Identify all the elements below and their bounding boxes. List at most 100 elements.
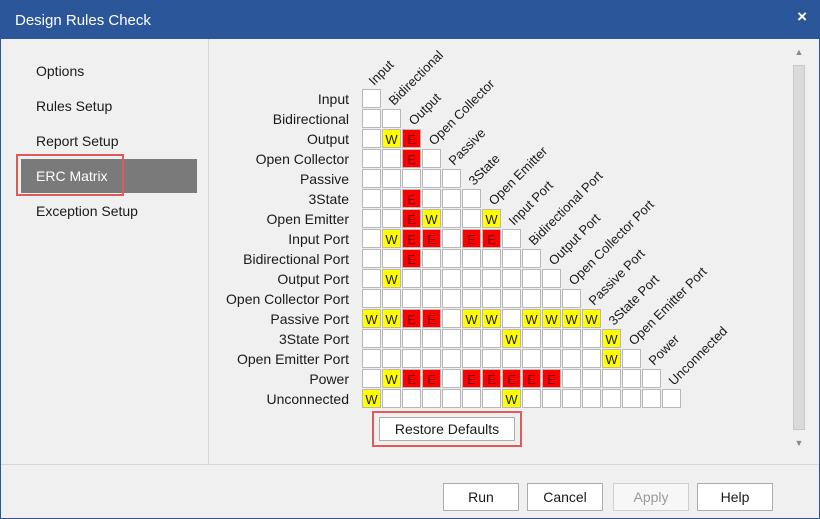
scroll-down-icon[interactable]: ▼	[794, 438, 804, 448]
matrix-cell-output-bidirectional[interactable]	[382, 129, 401, 148]
matrix-cell-power-input[interactable]	[362, 369, 381, 388]
matrix-cell-3state-port-3state[interactable]	[462, 329, 481, 348]
sidebar-item-report-setup[interactable]: Report Setup	[36, 133, 119, 149]
matrix-cell-open-emitter-3state[interactable]	[462, 209, 481, 228]
matrix-cell-input-port-input[interactable]	[362, 229, 381, 248]
matrix-cell-input-port-input-port[interactable]	[502, 229, 521, 248]
matrix-cell-open-emitter-port-open-emitter-port[interactable]	[622, 349, 641, 368]
matrix-cell-open-collector-bidirectional[interactable]	[382, 149, 401, 168]
matrix-cell-unconnected-open-emitter-port[interactable]	[622, 389, 641, 408]
matrix-cell-output-port-input-port[interactable]	[502, 269, 521, 288]
matrix-cell-open-collector-port-bidirectional-port[interactable]	[522, 289, 541, 308]
matrix-cell-unconnected-input-port[interactable]	[502, 389, 521, 408]
matrix-cell-open-collector-port-output-port[interactable]	[542, 289, 561, 308]
matrix-cell-open-collector-port-passive[interactable]	[442, 289, 461, 308]
matrix-cell-passive-open-collector[interactable]	[422, 169, 441, 188]
matrix-cell-bidirectional-port-bidirectional[interactable]	[382, 249, 401, 268]
matrix-cell-open-collector-port-output[interactable]	[402, 289, 421, 308]
matrix-cell-3state-port-open-emitter[interactable]	[482, 329, 501, 348]
matrix-cell-open-emitter-passive[interactable]	[442, 209, 461, 228]
matrix-cell-open-emitter-port-3state[interactable]	[462, 349, 481, 368]
cancel-button[interactable]: Cancel	[527, 483, 603, 511]
scrollbar-thumb[interactable]	[793, 65, 805, 430]
matrix-cell-open-emitter-output[interactable]	[402, 209, 421, 228]
sidebar-item-exception-setup[interactable]: Exception Setup	[36, 203, 138, 219]
matrix-cell-unconnected-unconnected[interactable]	[662, 389, 681, 408]
matrix-cell-power-bidirectional-port[interactable]	[522, 369, 541, 388]
run-button[interactable]: Run	[443, 483, 519, 511]
matrix-cell-3state-port-3state-port[interactable]	[602, 329, 621, 348]
matrix-cell-unconnected-open-collector[interactable]	[422, 389, 441, 408]
matrix-cell-unconnected-input[interactable]	[362, 389, 381, 408]
matrix-cell-bidirectional-port-bidirectional-port[interactable]	[522, 249, 541, 268]
matrix-cell-output-input[interactable]	[362, 129, 381, 148]
matrix-cell-3state-port-output-port[interactable]	[542, 329, 561, 348]
matrix-cell-3state-port-input[interactable]	[362, 329, 381, 348]
matrix-cell-3state-port-open-collector-port[interactable]	[562, 329, 581, 348]
matrix-cell-3state-3state[interactable]	[462, 189, 481, 208]
matrix-cell-passive-port-open-collector-port[interactable]	[562, 309, 581, 328]
matrix-cell-input-port-passive[interactable]	[442, 229, 461, 248]
matrix-cell-unconnected-3state[interactable]	[462, 389, 481, 408]
matrix-cell-open-emitter-port-output-port[interactable]	[542, 349, 561, 368]
matrix-cell-open-emitter-open-collector[interactable]	[422, 209, 441, 228]
matrix-cell-bidirectional-input[interactable]	[362, 109, 381, 128]
scroll-up-icon[interactable]: ▲	[794, 47, 804, 57]
matrix-cell-3state-port-input-port[interactable]	[502, 329, 521, 348]
matrix-cell-unconnected-bidirectional[interactable]	[382, 389, 401, 408]
matrix-cell-passive-bidirectional[interactable]	[382, 169, 401, 188]
matrix-cell-power-open-emitter-port[interactable]	[622, 369, 641, 388]
matrix-cell-unconnected-output[interactable]	[402, 389, 421, 408]
matrix-cell-unconnected-3state-port[interactable]	[602, 389, 621, 408]
matrix-cell-open-collector-port-open-emitter[interactable]	[482, 289, 501, 308]
matrix-cell-open-collector-output[interactable]	[402, 149, 421, 168]
matrix-cell-open-emitter-bidirectional[interactable]	[382, 209, 401, 228]
matrix-cell-passive-port-open-collector[interactable]	[422, 309, 441, 328]
matrix-cell-power-passive-port[interactable]	[582, 369, 601, 388]
matrix-cell-open-collector-open-collector[interactable]	[422, 149, 441, 168]
matrix-cell-input-port-open-collector[interactable]	[422, 229, 441, 248]
apply-button[interactable]: Apply	[613, 483, 689, 511]
sidebar-item-erc-matrix[interactable]: ERC Matrix	[21, 159, 197, 193]
matrix-cell-passive-port-open-emitter[interactable]	[482, 309, 501, 328]
matrix-cell-open-emitter-port-open-collector-port[interactable]	[562, 349, 581, 368]
matrix-cell-unconnected-bidirectional-port[interactable]	[522, 389, 541, 408]
matrix-cell-bidirectional-port-output[interactable]	[402, 249, 421, 268]
matrix-cell-input-input[interactable]	[362, 89, 381, 108]
matrix-cell-bidirectional-port-open-emitter[interactable]	[482, 249, 501, 268]
sidebar-item-rules-setup[interactable]: Rules Setup	[36, 98, 113, 114]
matrix-cell-open-collector-port-open-collector[interactable]	[422, 289, 441, 308]
matrix-cell-3state-bidirectional[interactable]	[382, 189, 401, 208]
matrix-cell-bidirectional-bidirectional[interactable]	[382, 109, 401, 128]
matrix-cell-open-collector-port-bidirectional[interactable]	[382, 289, 401, 308]
matrix-cell-open-emitter-port-input[interactable]	[362, 349, 381, 368]
matrix-cell-input-port-output[interactable]	[402, 229, 421, 248]
matrix-cell-3state-port-bidirectional[interactable]	[382, 329, 401, 348]
matrix-cell-passive-port-bidirectional-port[interactable]	[522, 309, 541, 328]
matrix-cell-output-port-passive[interactable]	[442, 269, 461, 288]
vertical-scrollbar[interactable]: ▲ ▼	[789, 45, 809, 450]
matrix-cell-passive-port-input-port[interactable]	[502, 309, 521, 328]
matrix-cell-open-emitter-input[interactable]	[362, 209, 381, 228]
matrix-cell-output-port-open-emitter[interactable]	[482, 269, 501, 288]
matrix-cell-open-emitter-port-open-emitter[interactable]	[482, 349, 501, 368]
matrix-cell-power-input-port[interactable]	[502, 369, 521, 388]
matrix-cell-bidirectional-port-open-collector[interactable]	[422, 249, 441, 268]
matrix-cell-input-port-bidirectional[interactable]	[382, 229, 401, 248]
sidebar-item-options[interactable]: Options	[36, 63, 85, 79]
matrix-cell-open-emitter-port-3state-port[interactable]	[602, 349, 621, 368]
matrix-cell-power-open-emitter[interactable]	[482, 369, 501, 388]
close-icon[interactable]: ×	[797, 7, 807, 26]
matrix-cell-open-collector-port-input-port[interactable]	[502, 289, 521, 308]
matrix-cell-open-collector-port-input[interactable]	[362, 289, 381, 308]
matrix-cell-bidirectional-port-input-port[interactable]	[502, 249, 521, 268]
matrix-cell-unconnected-open-collector-port[interactable]	[562, 389, 581, 408]
matrix-cell-3state-input[interactable]	[362, 189, 381, 208]
matrix-cell-power-3state[interactable]	[462, 369, 481, 388]
matrix-cell-unconnected-passive[interactable]	[442, 389, 461, 408]
matrix-cell-power-bidirectional[interactable]	[382, 369, 401, 388]
matrix-cell-open-emitter-port-bidirectional[interactable]	[382, 349, 401, 368]
matrix-cell-passive-input[interactable]	[362, 169, 381, 188]
matrix-cell-open-emitter-port-input-port[interactable]	[502, 349, 521, 368]
matrix-cell-passive-port-passive-port[interactable]	[582, 309, 601, 328]
